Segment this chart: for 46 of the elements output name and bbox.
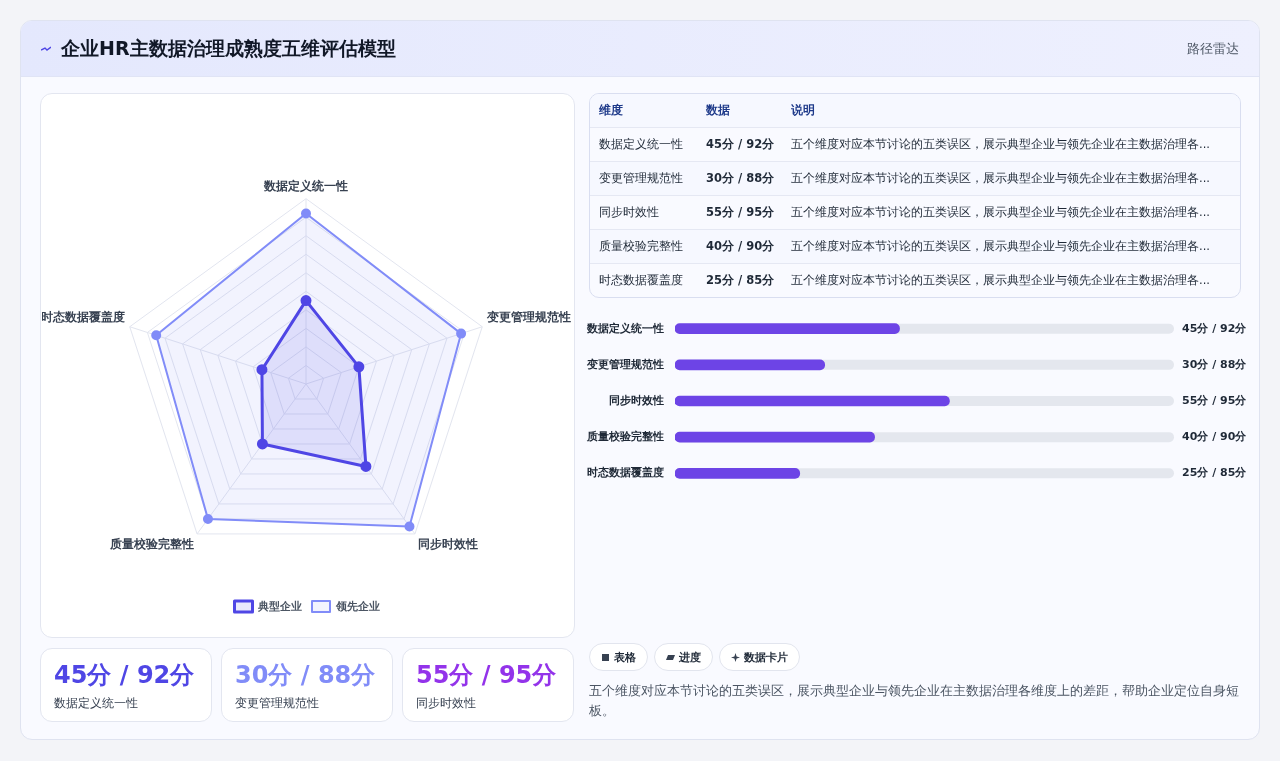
spoke-label: 时态数据覆盖度 [41, 310, 125, 325]
text: 五个维度对应本节讨论的五类误区，展示典型企业与领先企业在主数据治理各... [791, 137, 1211, 152]
text: 五个维度对应本节讨论的五类误区，展示典型企业与领先企业在主数据治理各... [791, 171, 1211, 186]
text: 五个维度对应本节讨论的五类误区，展示典型企业与领先企业在主数据治理各... [791, 205, 1211, 220]
text: 表格 [614, 649, 636, 665]
spoke-label: 同步时效性 [417, 537, 478, 552]
text: 数据定义统一性 [54, 695, 138, 712]
text: 企业HR主数据治理成熟度五维评估模型 [61, 35, 397, 61]
text: 说明 [791, 103, 816, 118]
text: 变更管理规范性 [235, 695, 319, 712]
text: 25分 / 85分 [706, 273, 776, 288]
text: 五个维度对应本节讨论的五类误区，展示典型企业与领先企业在主数据治理各维度上的差距，帮助企业定位自身短板。 [589, 682, 1240, 720]
data-label: 40分 / 90分 [1182, 430, 1248, 444]
text: 五个维度对应本节讨论的五类误区，展示典型企业与领先企业在主数据治理各... [791, 239, 1211, 254]
text: 变更管理规范性 [598, 171, 684, 186]
text: 时态数据覆盖度 [598, 273, 684, 288]
text: 55分 / 95分 [706, 205, 776, 220]
data-label: 55分 / 95分 [1182, 393, 1248, 407]
text: 30分 / 88分 [235, 660, 376, 691]
spoke-label: 数据定义统一性 [263, 178, 348, 193]
text: 40分 / 90分 [706, 239, 776, 254]
legend-label: 典型企业 [257, 599, 302, 613]
text: 进度 [679, 649, 701, 665]
spoke-label: 质量校验完整性 [109, 537, 195, 552]
text: 55分 / 95分 [416, 660, 557, 691]
text: 45分 / 92分 [706, 137, 776, 152]
text: 同步时效性 [416, 695, 476, 712]
y-tick-label: 质量校验完整性 [586, 430, 664, 443]
text: 维度 [598, 103, 624, 118]
y-tick-label: 同步时效性 [609, 394, 664, 407]
data-label: 25分 / 85分 [1182, 466, 1248, 480]
text: 质量校验完整性 [598, 239, 684, 254]
text: 五个维度对应本节讨论的五类误区，展示典型企业与领先企业在主数据治理各... [791, 273, 1211, 288]
data-label: 30分 / 88分 [1182, 357, 1248, 371]
data-label: 45分 / 92分 [1182, 321, 1248, 335]
text: 30分 / 88分 [706, 171, 776, 186]
text: 路径雷达 [1187, 39, 1239, 58]
legend-label: 领先企业 [334, 599, 380, 612]
text: 数据卡片 [744, 649, 788, 665]
spoke-label: 变更管理规范性 [486, 310, 571, 325]
text: 45分 / 92分 [54, 660, 195, 691]
text: 数据定义统一性 [598, 137, 684, 152]
y-tick-label: 数据定义统一性 [586, 321, 664, 335]
y-tick-label: 变更管理规范性 [586, 357, 664, 370]
y-tick-label: 时态数据覆盖度 [587, 466, 664, 479]
text: 数据 [706, 103, 731, 118]
